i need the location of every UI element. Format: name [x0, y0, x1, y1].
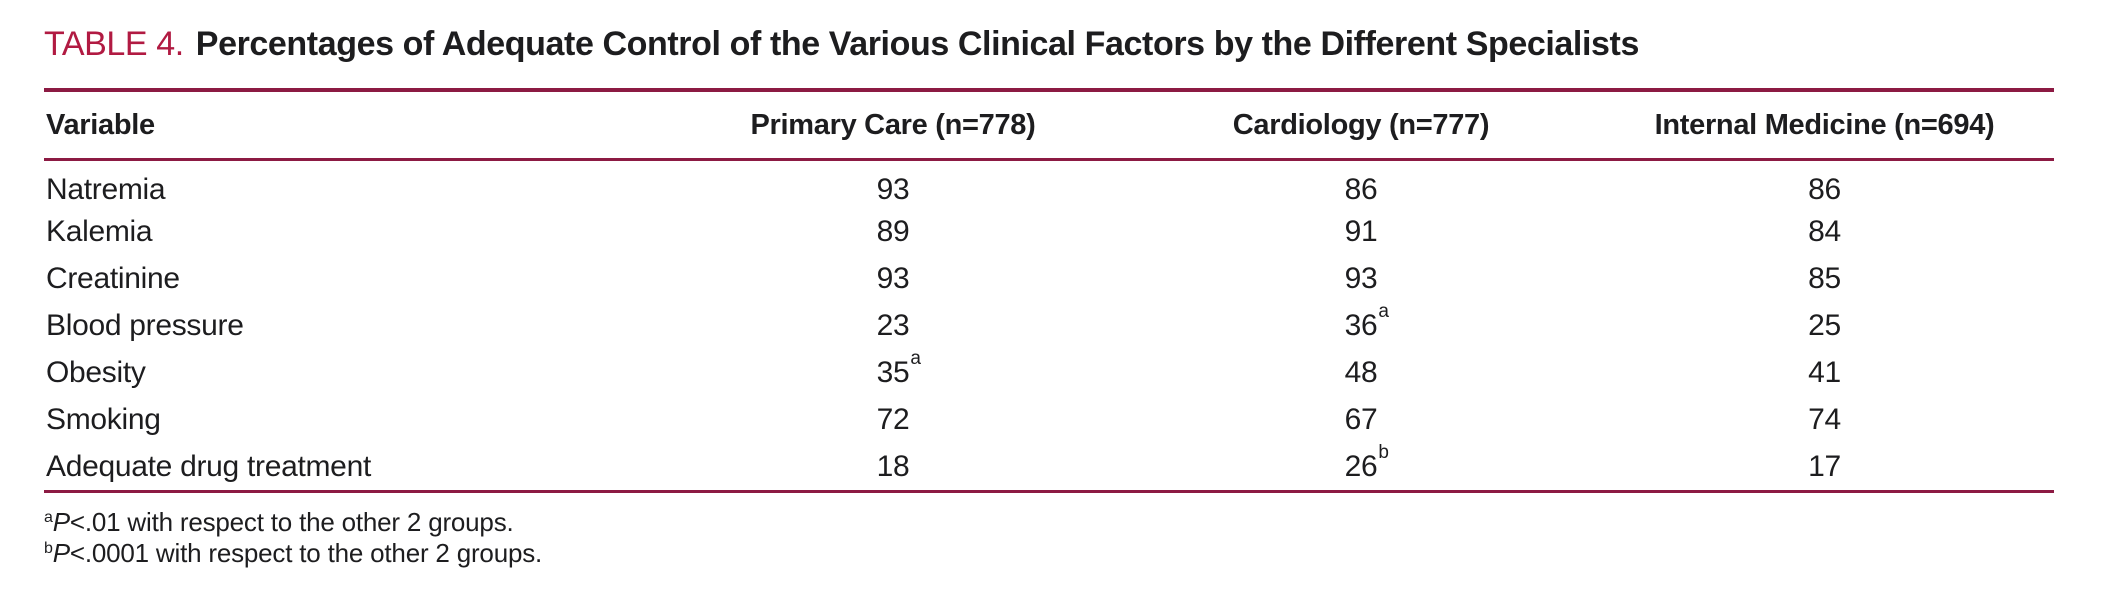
column-header-internal-medicine: Internal Medicine (n=694) [1654, 108, 1995, 141]
table-row: Adequate drug treatment 18 26 b 17 [44, 443, 2054, 490]
footnotes: aP<.01 with respect to the other 2 group… [44, 507, 2054, 569]
row-value-cell: 84 [1595, 208, 2054, 255]
header-row: Variable Primary Care (n=778) Cardiology… [44, 92, 2054, 158]
significance-superscript: a [910, 347, 921, 369]
row-variable-label: Adequate drug treatment [46, 449, 371, 483]
row-value-cell: 86 [1595, 161, 2054, 208]
row-variable-label: Creatinine [46, 261, 180, 295]
column-header-variable: Variable [46, 108, 155, 141]
bottom-rule [44, 490, 2054, 493]
cell-value: 41 [1808, 355, 1841, 389]
cell-value: 93 [1344, 261, 1378, 295]
cell-value: 35 a [876, 347, 921, 389]
table-row: Smoking 72 67 74 [44, 396, 2054, 443]
row-value-cell: 93 [659, 255, 1127, 302]
table-row: Natremia 93 86 86 [44, 161, 2054, 208]
row-value-cell: 17 [1595, 443, 2054, 490]
row-value-cell: 26 b [1127, 443, 1595, 490]
row-value-cell: 86 [1127, 161, 1595, 208]
data-table: Natremia 93 86 86 Kalemia 89 91 84 Creatinine 93 9… [44, 161, 2054, 490]
row-value-cell: 67 [1127, 396, 1595, 443]
column-header-cardiology: Cardiology (n=777) [1232, 108, 1490, 141]
cell-value: 84 [1808, 214, 1841, 248]
table-row: Obesity 35 a 48 41 [44, 349, 2054, 396]
table-header: Variable Primary Care (n=778) Cardiology… [44, 92, 2054, 158]
row-value-cell: 41 [1595, 349, 2054, 396]
row-value-cell: 85 [1595, 255, 2054, 302]
row-value-cell: 23 [659, 302, 1127, 349]
row-value-cell: 93 [1127, 255, 1595, 302]
row-value-cell: 18 [659, 443, 1127, 490]
row-value-cell: 72 [659, 396, 1127, 443]
row-value-cell: 91 [1127, 208, 1595, 255]
row-value-cell: 48 [1127, 349, 1595, 396]
row-variable-label: Kalemia [46, 214, 153, 248]
footnote: aP<.01 with respect to the other 2 group… [44, 507, 514, 537]
cell-value: 25 [1808, 308, 1841, 342]
cell-value: 91 [1344, 214, 1378, 248]
top-rule [44, 88, 2054, 92]
cell-value: 72 [876, 402, 910, 436]
column-header-primary-care: Primary Care (n=778) [750, 108, 1036, 141]
cell-value: 18 [876, 449, 910, 483]
cell-value: 89 [876, 214, 910, 248]
cell-value: 86 [1344, 172, 1378, 206]
cell-value: 67 [1344, 402, 1378, 436]
row-value-cell: 74 [1595, 396, 2054, 443]
row-value-cell: 36 a [1127, 302, 1595, 349]
row-variable-label: Smoking [46, 402, 161, 436]
table-row: Kalemia 89 91 84 [44, 208, 2054, 255]
cell-value: 48 [1344, 355, 1378, 389]
cell-value: 93 [876, 172, 910, 206]
cell-value: 93 [876, 261, 910, 295]
cell-value: 17 [1808, 449, 1841, 483]
table-title: TABLE 4. Percentages of Adequate Control … [44, 24, 2054, 64]
row-value-cell: 25 [1595, 302, 2054, 349]
footnote-marker: a [44, 509, 53, 526]
cell-value: 85 [1808, 261, 1841, 295]
cell-value: 86 [1808, 172, 1841, 206]
table-body: Natremia 93 86 86 Kalemia 89 91 84 Creatinine 93 9… [44, 161, 2054, 490]
table-row: Blood pressure 23 36 a 25 [44, 302, 2054, 349]
significance-superscript: a [1378, 300, 1389, 322]
cell-value: 74 [1808, 402, 1841, 436]
header-rule [44, 158, 2054, 161]
table-row: Creatinine 93 93 85 [44, 255, 2054, 302]
footnote: bP<.0001 with respect to the other 2 gro… [44, 538, 543, 568]
cell-value: 23 [876, 308, 910, 342]
row-variable-label: Obesity [46, 355, 146, 389]
row-value-cell: 35 a [659, 349, 1127, 396]
table-number-label: TABLE 4. [44, 25, 184, 63]
footnote-p-symbol: P [52, 507, 70, 537]
footnote-marker: b [44, 540, 53, 557]
row-value-cell: 93 [659, 161, 1127, 208]
footnote-p-symbol: P [52, 538, 70, 568]
cell-value: 26 b [1344, 441, 1389, 483]
row-variable-label: Natremia [46, 172, 166, 206]
row-value-cell: 89 [659, 208, 1127, 255]
table-content: TABLE 4. Percentages of Adequate Control … [44, 0, 2054, 569]
cell-value: 36 a [1344, 300, 1389, 342]
table-title-text: Percentages of Adequate Control of the V… [195, 25, 1640, 63]
significance-superscript: b [1378, 441, 1389, 463]
row-variable-label: Blood pressure [46, 308, 244, 342]
